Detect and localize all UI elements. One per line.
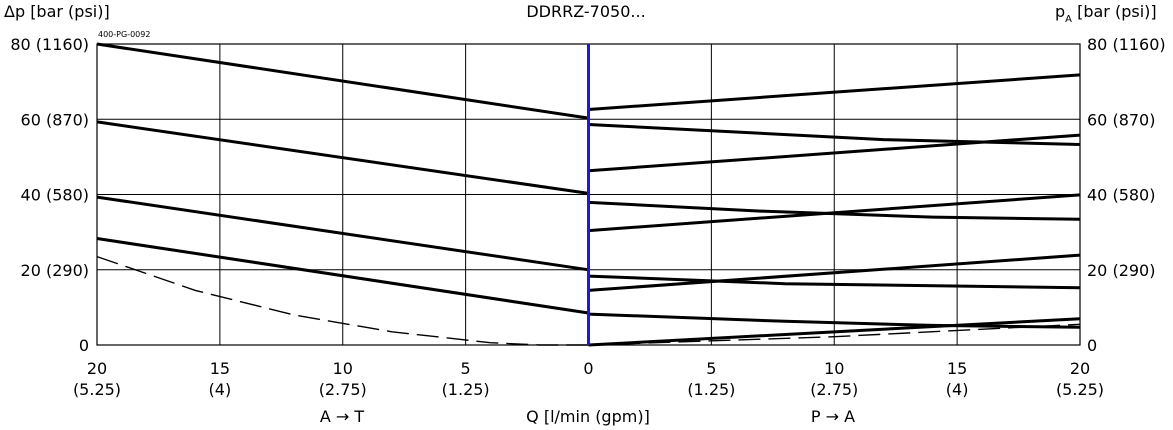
series-line-11 [588,274,1081,290]
y-tick-label-left-4: 80 (1160) [10,35,89,54]
series-line-6 [588,73,1081,111]
y-axis-label-right-rest: [bar (psi)] [1072,2,1157,21]
y-tick-label-right-4: 80 (1160) [1087,35,1166,54]
x-tick-sublabel-5: (1.25) [687,380,735,399]
x-tick-label-3: 5 [461,359,471,378]
y-tick-label-left-2: 40 (580) [21,186,89,205]
x-tick-sublabel-1: (4) [209,380,232,399]
series-line-15 [588,323,1081,346]
y-tick-label-left-3: 60 (870) [21,110,89,129]
x-tick-sublabel-8: (5.25) [1056,380,1104,399]
x-tick-label-2: 10 [333,359,353,378]
series-lines [96,42,1081,347]
series-line-1 [96,42,589,120]
chart-code-label: 400-PG-0092 [98,30,150,39]
y-axis-label-right-sub: A [1065,14,1072,25]
series-line-9 [588,200,1081,221]
series-line-3 [96,195,589,272]
y-tick-label-right-2: 40 (580) [1087,186,1155,205]
x-tick-sublabel-0: (5.25) [73,380,121,399]
y-tick-label-right-3: 60 (870) [1087,110,1155,129]
x-tick-label-7: 15 [947,359,967,378]
x-tick-label-5: 5 [706,359,716,378]
x-tick-label-4: 0 [583,359,593,378]
chart-title: DDRRZ-7050... [526,2,645,21]
x-tick-label-0: 20 [87,359,107,378]
x-axis-label: Q [l/min (gpm)] [526,407,650,426]
x-tick-sublabel-2: (2.75) [319,380,367,399]
series-line-12 [588,253,1081,292]
series-line-10 [588,193,1081,233]
y-axis-label-right: pA [bar (psi)] [1055,2,1157,25]
x-tick-sublabel-6: (2.75) [810,380,858,399]
y-tick-label-left-1: 20 (290) [21,261,89,280]
series-line-14 [588,317,1081,347]
series-line-4 [96,237,589,315]
x-tick-label-1: 15 [210,359,230,378]
tick-labels: 0 0 20 (290) 20 (290) 40 (580) 40 (580) 60 (87… [10,35,1165,399]
direction-label-left: A → T [320,407,365,426]
series-line-13 [588,312,1081,329]
x-tick-label-6: 10 [824,359,844,378]
x-tick-sublabel-3: (1.25) [442,380,490,399]
y-axis-label-left: Δp [bar (psi)] [4,2,110,21]
y-axis-label-right-main: p [1055,2,1065,21]
y-tick-label-right-0: 0 [1087,336,1097,355]
series-line-2 [96,120,589,195]
y-tick-label-left-0: 0 [79,336,89,355]
y-tick-label-right-1: 20 (290) [1087,261,1155,280]
series-line-8 [588,133,1081,173]
direction-label-right: P → A [811,407,855,426]
series-line-5 [96,255,589,346]
x-tick-label-8: 20 [1070,359,1090,378]
x-tick-sublabel-7: (4) [946,380,969,399]
